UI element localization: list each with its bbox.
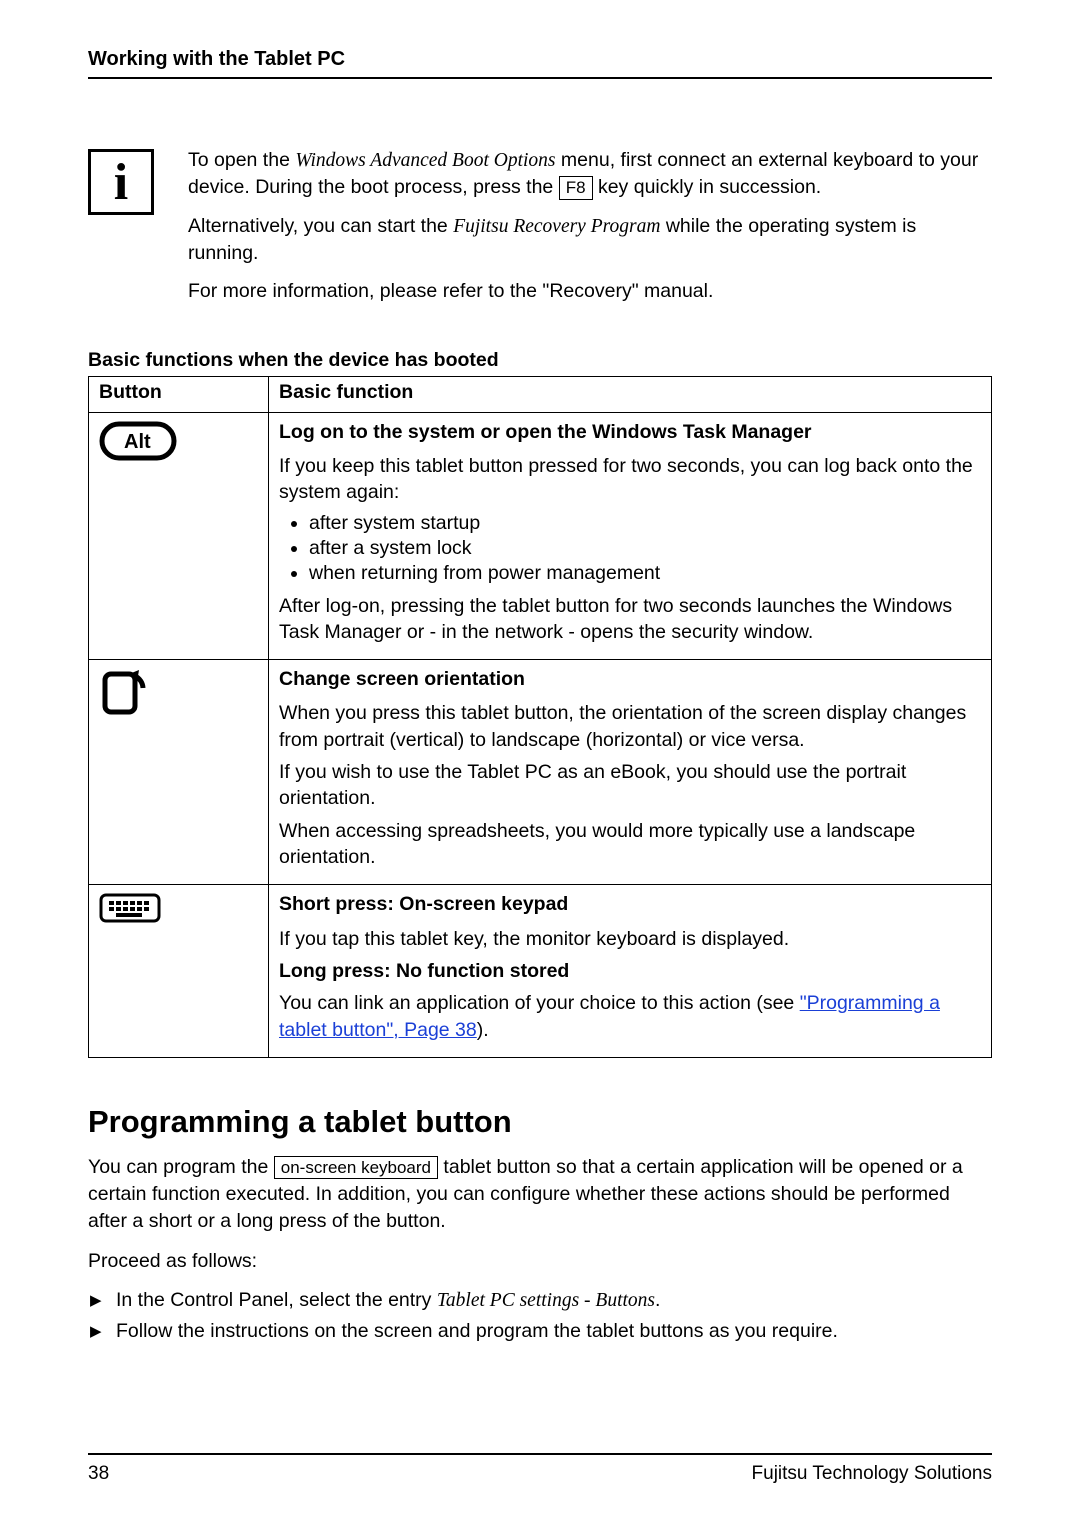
info-callout: i To open the Windows Advanced Boot Opti… (88, 147, 992, 317)
row1-bullets: after system startup after a system lock… (309, 512, 981, 585)
row2-heading: Change screen orientation (279, 666, 981, 692)
keycap-f8: F8 (559, 176, 593, 199)
svg-text:Alt: Alt (124, 431, 151, 453)
cell-button-3 (89, 885, 269, 1058)
th-function: Basic function (269, 376, 992, 412)
row3-p1: If you tap this tablet key, the monitor … (279, 926, 981, 952)
info-icon-glyph: i (114, 153, 128, 212)
info-paragraph-1: To open the Windows Advanced Boot Option… (188, 147, 992, 201)
procedure-step-2: Follow the instructions on the screen an… (88, 1318, 992, 1345)
table-row: Alt Log on to the system or open the Win… (89, 412, 992, 660)
footer-company: Fujitsu Technology Solutions (752, 1463, 992, 1485)
row3-p2-after: ). (477, 1019, 489, 1041)
row1-p1: If you keep this tablet button pressed f… (279, 453, 981, 506)
cell-button-2 (89, 660, 269, 885)
row3-p2: You can link an application of your choi… (279, 990, 981, 1043)
info-paragraph-2: Alternatively, you can start the Fujitsu… (188, 213, 992, 267)
rotate-button-icon (99, 664, 258, 718)
table-header-row: Button Basic function (89, 376, 992, 412)
functions-table: Button Basic function Alt Log on to the … (88, 376, 992, 1058)
row3-p2-before: You can link an application of your choi… (279, 992, 800, 1014)
page-footer: 38 Fujitsu Technology Solutions (88, 1453, 992, 1485)
proc1-italic: Tablet PC settings - Buttons (437, 1290, 655, 1311)
section-body: You can program the on-screen keyboard t… (88, 1154, 992, 1346)
section-p2: Proceed as follows: (88, 1248, 992, 1275)
table-row: Change screen orientation When you press… (89, 660, 992, 885)
info-icon: i (88, 149, 154, 215)
row1-bullet-2: after a system lock (309, 537, 981, 560)
info-text-block: To open the Windows Advanced Boot Option… (188, 147, 992, 317)
header-rule (88, 77, 992, 79)
header-title: Working with the Tablet PC (88, 48, 992, 71)
procedure-step-1: In the Control Panel, select the entry T… (88, 1287, 992, 1314)
proc1-before: In the Control Panel, select the entry (116, 1289, 437, 1311)
keyboard-button-icon (99, 889, 258, 923)
alt-button-icon: Alt (99, 417, 258, 461)
info-p1-after: key quickly in succession. (593, 176, 822, 198)
row1-heading: Log on to the system or open the Windows… (279, 419, 981, 445)
cell-function-1: Log on to the system or open the Windows… (269, 412, 992, 660)
info-paragraph-3: For more information, please refer to th… (188, 278, 992, 304)
cell-function-2: Change screen orientation When you press… (269, 660, 992, 885)
footer-rule (88, 1453, 992, 1455)
row3-heading2: Long press: No function stored (279, 958, 981, 984)
procedure-list: In the Control Panel, select the entry T… (88, 1287, 992, 1346)
info-p2-before: Alternatively, you can start the (188, 215, 453, 237)
section-p1: You can program the on-screen keyboard t… (88, 1154, 992, 1236)
info-p2-italic: Fujitsu Recovery Program (453, 216, 660, 237)
row2-p2: If you wish to use the Tablet PC as an e… (279, 759, 981, 812)
table-row: Short press: On-screen keypad If you tap… (89, 885, 992, 1058)
proc1-after: . (655, 1289, 660, 1311)
page-number: 38 (88, 1463, 109, 1485)
section-heading: Programming a tablet button (88, 1104, 992, 1140)
row1-p2: After log-on, pressing the tablet button… (279, 593, 981, 646)
row2-p3: When accessing spreadsheets, you would m… (279, 818, 981, 871)
footer-row: 38 Fujitsu Technology Solutions (88, 1463, 992, 1485)
table-title: Basic functions when the device has boot… (88, 349, 992, 372)
row3-heading1: Short press: On-screen keypad (279, 891, 981, 917)
row2-p1: When you press this tablet button, the o… (279, 700, 981, 753)
row1-bullet-3: when returning from power management (309, 562, 981, 585)
info-p1-before: To open the (188, 149, 295, 171)
row1-bullet-1: after system startup (309, 512, 981, 535)
info-p1-italic: Windows Advanced Boot Options (295, 150, 555, 171)
section-p1-before: You can program the (88, 1156, 274, 1178)
cell-button-1: Alt (89, 412, 269, 660)
cell-function-3: Short press: On-screen keypad If you tap… (269, 885, 992, 1058)
keycap-onscreen-keyboard: on-screen keyboard (274, 1156, 438, 1179)
page-header: Working with the Tablet PC (88, 48, 992, 79)
th-button: Button (89, 376, 269, 412)
